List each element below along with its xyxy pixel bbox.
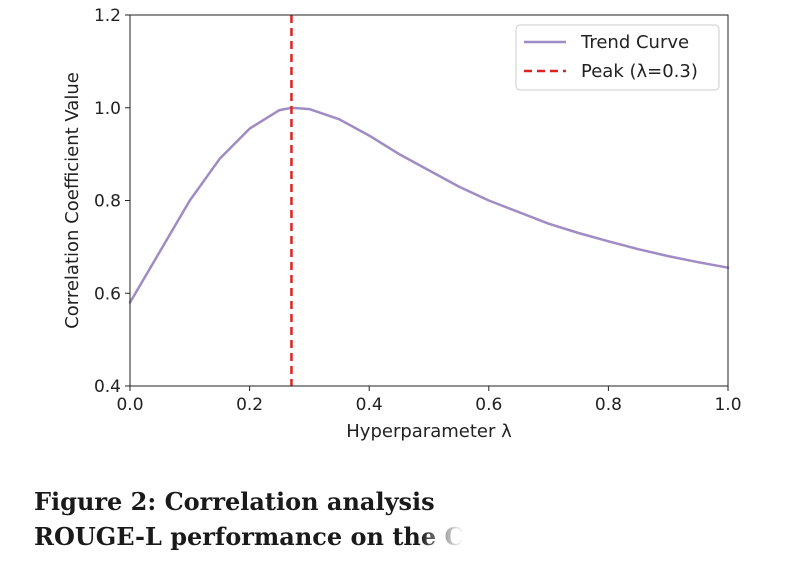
x-tick-label: 0.0 bbox=[116, 395, 143, 415]
caption-line-2: ROUGE-L performance on the C bbox=[34, 522, 464, 551]
y-tick-label: 0.4 bbox=[94, 377, 121, 397]
chart: 0.0 0.2 0.4 0.6 0.8 1.0 0.4 0.6 0.8 1.0 1.2 Hyperpa… bbox=[62, 6, 742, 442]
y-tick-label: 0.8 bbox=[94, 192, 121, 212]
plot-area bbox=[128, 15, 730, 386]
legend-entry-label: Trend Curve bbox=[580, 32, 689, 53]
x-tick-label: 0.4 bbox=[356, 395, 383, 415]
x-tick-label: 0.2 bbox=[236, 395, 263, 415]
y-tick-label: 0.6 bbox=[94, 284, 121, 304]
figure-caption: Figure 2: Correlation analysis ROUGE-L p… bbox=[34, 484, 504, 554]
x-tick-label: 0.8 bbox=[595, 395, 622, 415]
caption-line-1: Figure 2: Correlation analysis bbox=[34, 487, 435, 516]
y-tick-label: 1.0 bbox=[94, 99, 121, 119]
x-axis-label: Hyperparameter λ bbox=[346, 421, 512, 442]
y-axis-label: Correlation Coefficient Value bbox=[62, 72, 83, 329]
caption-fade-overlay bbox=[420, 514, 510, 556]
trend-curve-line bbox=[128, 106, 730, 304]
legend-entry-label: Peak (λ=0.3) bbox=[581, 61, 698, 82]
legend: Trend Curve Peak (λ=0.3) bbox=[515, 24, 720, 91]
axes: 0.0 0.2 0.4 0.6 0.8 1.0 0.4 0.6 0.8 1.0 1.2 Hyperpa… bbox=[62, 6, 742, 442]
y-tick-label: 1.2 bbox=[94, 6, 121, 26]
legend-box bbox=[515, 24, 720, 91]
x-tick-label: 1.0 bbox=[714, 395, 741, 415]
x-tick-label: 0.6 bbox=[475, 395, 502, 415]
